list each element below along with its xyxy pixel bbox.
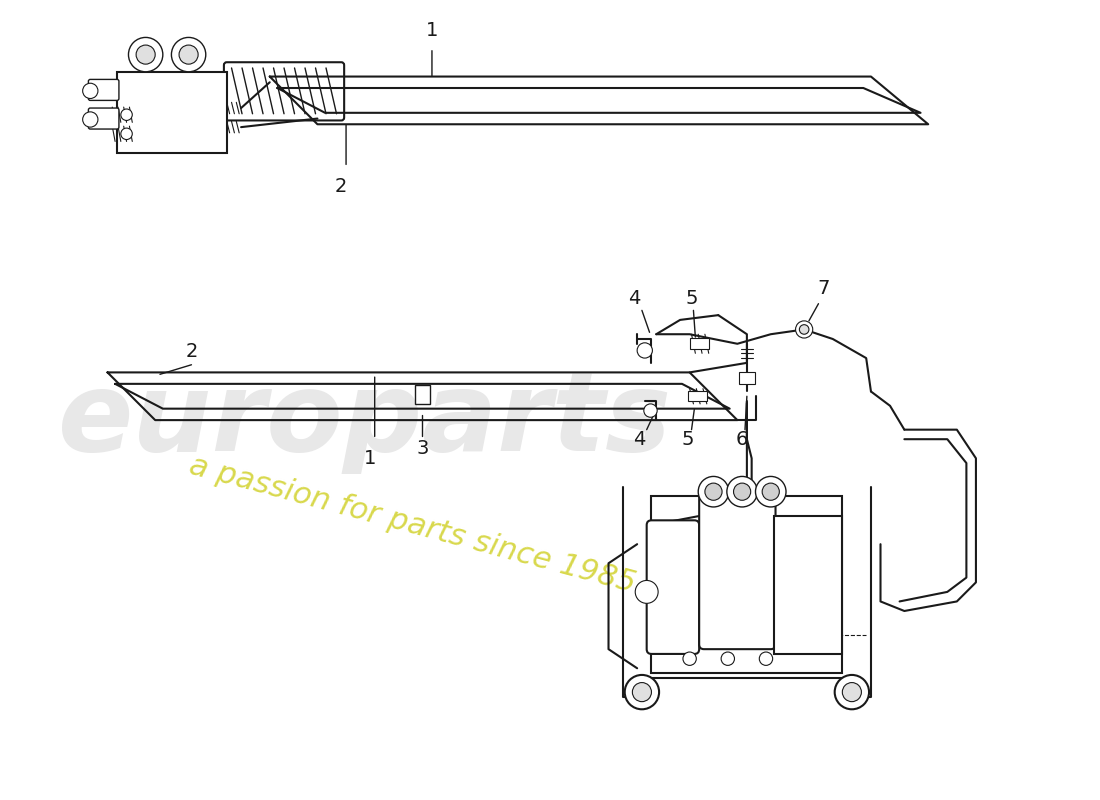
Circle shape xyxy=(795,321,813,338)
Circle shape xyxy=(843,682,861,702)
Circle shape xyxy=(121,128,132,139)
Circle shape xyxy=(635,581,658,603)
Circle shape xyxy=(644,404,657,418)
Circle shape xyxy=(172,38,206,72)
Text: 5: 5 xyxy=(685,289,697,307)
Text: 1: 1 xyxy=(426,22,438,40)
Circle shape xyxy=(705,483,722,500)
FancyBboxPatch shape xyxy=(700,492,776,649)
Circle shape xyxy=(722,652,735,666)
Bar xyxy=(117,72,227,153)
Circle shape xyxy=(756,477,786,507)
Text: 3: 3 xyxy=(416,439,429,458)
Circle shape xyxy=(637,343,652,358)
Circle shape xyxy=(121,109,132,121)
Text: 4: 4 xyxy=(632,430,646,449)
FancyBboxPatch shape xyxy=(88,108,119,129)
FancyBboxPatch shape xyxy=(224,62,344,121)
Circle shape xyxy=(129,38,163,72)
Bar xyxy=(773,515,843,654)
Bar xyxy=(651,497,843,673)
Text: 7: 7 xyxy=(817,279,829,298)
Bar xyxy=(415,385,430,404)
Circle shape xyxy=(759,652,772,666)
Text: 2: 2 xyxy=(336,177,348,196)
Text: 4: 4 xyxy=(628,289,640,307)
Circle shape xyxy=(179,45,198,64)
Circle shape xyxy=(632,682,651,702)
Text: 2: 2 xyxy=(185,342,198,361)
Circle shape xyxy=(762,483,779,500)
Circle shape xyxy=(82,112,98,127)
Circle shape xyxy=(136,45,155,64)
Text: 6: 6 xyxy=(736,430,748,449)
Circle shape xyxy=(683,652,696,666)
Circle shape xyxy=(734,483,750,500)
Text: europarts: europarts xyxy=(58,366,672,474)
Bar xyxy=(688,391,707,401)
Text: 1: 1 xyxy=(364,449,376,468)
Circle shape xyxy=(800,325,808,334)
Circle shape xyxy=(625,675,659,710)
FancyBboxPatch shape xyxy=(88,79,119,101)
Circle shape xyxy=(727,477,758,507)
Circle shape xyxy=(698,477,729,507)
Bar xyxy=(739,372,755,384)
Circle shape xyxy=(835,675,869,710)
Text: a passion for parts since 1985: a passion for parts since 1985 xyxy=(187,451,639,598)
FancyBboxPatch shape xyxy=(647,520,700,654)
Bar xyxy=(690,338,708,350)
Text: 5: 5 xyxy=(682,430,694,449)
Circle shape xyxy=(82,83,98,98)
